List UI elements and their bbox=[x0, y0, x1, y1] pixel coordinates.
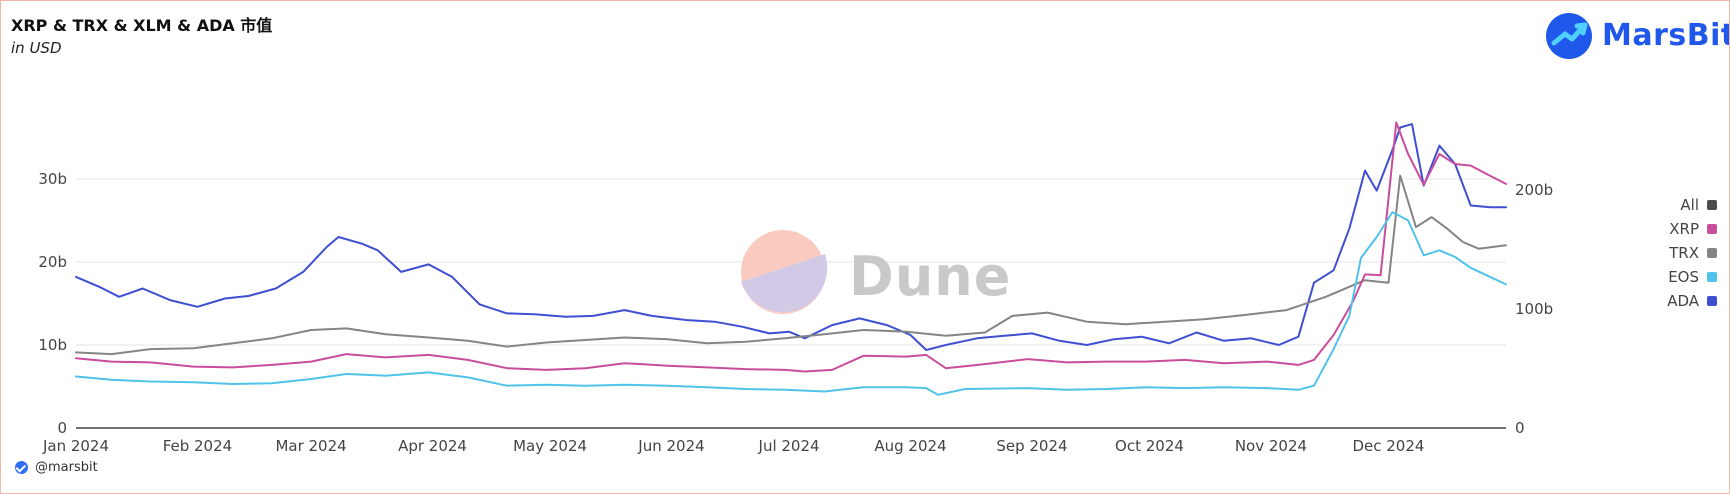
legend-label-ada: ADA bbox=[1667, 292, 1699, 310]
x-tick-label-0: Jan 2024 bbox=[42, 437, 109, 455]
right-tick-label-2: 200b bbox=[1515, 181, 1553, 199]
left-tick-label-2: 20b bbox=[38, 253, 67, 271]
legend-label-trx: TRX bbox=[1669, 244, 1699, 262]
author-handle: @marsbit bbox=[15, 460, 98, 475]
chart-subtitle: in USD bbox=[11, 39, 62, 57]
x-tick-label-9: Oct 2024 bbox=[1115, 437, 1184, 455]
x-tick-label-6: Jul 2024 bbox=[758, 437, 820, 455]
x-tick-label-3: Apr 2024 bbox=[398, 437, 467, 455]
x-tick-label-2: Mar 2024 bbox=[275, 437, 346, 455]
left-tick-label-1: 10b bbox=[38, 336, 67, 354]
x-tick-label-8: Sep 2024 bbox=[996, 437, 1067, 455]
x-tick-label-7: Aug 2024 bbox=[874, 437, 946, 455]
x-tick-label-11: Dec 2024 bbox=[1352, 437, 1424, 455]
legend-item-trx: TRX bbox=[1637, 241, 1717, 265]
brand-name: MarsBit bbox=[1602, 18, 1730, 53]
dune-watermark-shadow bbox=[741, 254, 828, 313]
chart-legend: All XRP TRX EOS ADA bbox=[1637, 193, 1717, 313]
series-lines bbox=[75, 121, 1507, 396]
series-line-eos bbox=[75, 211, 1507, 396]
legend-swatch-trx bbox=[1707, 248, 1717, 258]
legend-label-xrp: XRP bbox=[1669, 220, 1699, 238]
dune-watermark bbox=[741, 230, 828, 314]
x-tick-label-1: Feb 2024 bbox=[163, 437, 233, 455]
x-tick-label-10: Nov 2024 bbox=[1235, 437, 1307, 455]
series-line-ada bbox=[75, 123, 1507, 351]
legend-item-ada: ADA bbox=[1637, 289, 1717, 313]
legend-swatch-xrp bbox=[1707, 224, 1717, 234]
dune-watermark-text: Dune bbox=[849, 245, 1012, 308]
legend-swatch-eos bbox=[1707, 272, 1717, 282]
right-tick-label-1: 100b bbox=[1515, 300, 1553, 318]
x-tick-label-5: Jun 2024 bbox=[637, 437, 704, 455]
verified-check-icon bbox=[15, 461, 28, 474]
legend-item-xrp: XRP bbox=[1637, 217, 1717, 241]
right-tick-label-0: 0 bbox=[1515, 419, 1525, 437]
legend-item-all: All bbox=[1637, 193, 1717, 217]
left-tick-label-3: 30b bbox=[38, 170, 67, 188]
x-tick-label-4: May 2024 bbox=[513, 437, 587, 455]
legend-label-all: All bbox=[1680, 196, 1699, 214]
legend-label-eos: EOS bbox=[1668, 268, 1699, 286]
legend-item-eos: EOS bbox=[1637, 265, 1717, 289]
series-line-trx bbox=[75, 174, 1507, 356]
handle-text: @marsbit bbox=[35, 460, 98, 475]
marsbit-logo bbox=[1546, 13, 1592, 59]
legend-swatch-ada bbox=[1707, 296, 1717, 306]
axes: 0 10b 20b 30b 0 100b 200b Jan 2024 Feb 2024 Mar 2… bbox=[38, 170, 1553, 455]
legend-swatch-all bbox=[1707, 200, 1717, 210]
left-tick-label-0: 0 bbox=[57, 419, 67, 437]
chart-title: XRP & TRX & XLM & ADA 市值 bbox=[11, 16, 273, 35]
